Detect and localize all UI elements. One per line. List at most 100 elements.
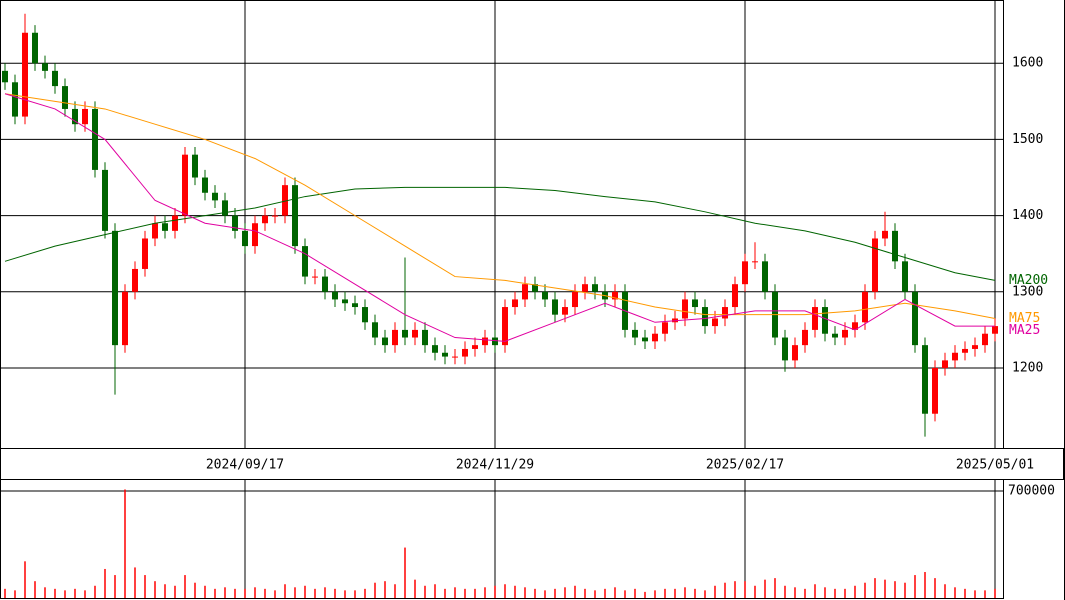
candle-body — [682, 299, 688, 319]
candle-body — [572, 291, 578, 308]
volume-bar — [194, 582, 196, 598]
candle-body — [442, 352, 448, 357]
candle-body — [142, 238, 148, 269]
volume-bar — [784, 585, 786, 598]
candle-body — [402, 329, 408, 338]
volume-bar — [744, 581, 746, 598]
volume-bar — [764, 579, 766, 598]
volume-bar — [624, 590, 626, 598]
volume-bar — [44, 587, 46, 598]
candle-body — [362, 307, 368, 323]
candle-body — [712, 318, 718, 327]
volume-bar — [24, 561, 26, 598]
volume-bar — [364, 588, 366, 598]
volume-bar — [84, 590, 86, 598]
volume-bar — [394, 584, 396, 598]
volume-bar — [424, 585, 426, 598]
volume-bar — [774, 578, 776, 598]
candle-body — [542, 291, 548, 300]
volume-bar — [464, 588, 466, 598]
candle-body — [732, 284, 738, 308]
volume-bar — [544, 590, 546, 598]
candle-body — [32, 32, 38, 64]
y-tick-label: 1400 — [1012, 208, 1043, 223]
volume-bar — [964, 588, 966, 598]
volume-bar — [74, 588, 76, 598]
candle-body — [262, 215, 268, 224]
candle-body — [62, 86, 68, 109]
volume-bar — [404, 547, 406, 598]
volume-bar — [694, 588, 696, 598]
candle-body — [372, 322, 378, 338]
volume-bar — [504, 584, 506, 598]
candle-body — [72, 108, 78, 125]
volume-bar — [524, 587, 526, 598]
candle-body — [952, 352, 958, 361]
candle-body — [872, 238, 878, 292]
y-tick-label: 1600 — [1012, 56, 1043, 71]
candle-body — [122, 291, 128, 346]
candle-body — [892, 230, 898, 262]
candle-body — [12, 82, 18, 117]
volume-bar — [834, 588, 836, 598]
volume-bar — [884, 579, 886, 598]
volume-bar — [494, 585, 496, 598]
candle-body — [582, 284, 588, 292]
candle-body — [382, 337, 388, 346]
volume-bar — [844, 588, 846, 598]
candle-body — [172, 215, 178, 231]
volume-bar — [814, 584, 816, 598]
volume-bar — [794, 587, 796, 598]
volume-bar — [304, 585, 306, 598]
volume-bar — [344, 590, 346, 598]
candle-body — [922, 345, 928, 414]
volume-bar — [244, 588, 246, 598]
volume-bar — [824, 587, 826, 598]
volume-bar — [914, 575, 916, 598]
y-tick-label: 700000 — [1008, 484, 1055, 499]
candle-body — [512, 299, 518, 308]
candle-body — [112, 230, 118, 346]
x-tick-label: 2024/11/29 — [456, 458, 534, 473]
volume-bar — [314, 588, 316, 598]
candle-body — [92, 108, 98, 170]
volume-bar — [174, 585, 176, 598]
volume-bar — [374, 582, 376, 598]
candle-body — [232, 215, 238, 231]
candle-body — [752, 261, 758, 263]
volume-bar — [854, 585, 856, 598]
candle-body — [82, 108, 88, 125]
volume-bar — [414, 579, 416, 598]
volume-bar — [264, 588, 266, 598]
candle-body — [462, 348, 468, 357]
candle-body — [472, 345, 478, 349]
volume-bar — [34, 581, 36, 598]
candle-body — [532, 284, 538, 292]
volume-bar — [734, 581, 736, 598]
volume-bar — [284, 584, 286, 598]
candle-body — [942, 360, 948, 368]
candle-body — [392, 329, 398, 346]
candle-body — [2, 70, 8, 83]
volume-bar — [354, 590, 356, 598]
volume-bar — [144, 575, 146, 598]
candle-body — [522, 284, 528, 300]
volume-bar — [894, 581, 896, 598]
volume-bar — [254, 587, 256, 598]
moving-average-line — [4, 93, 996, 319]
volume-bar — [924, 572, 926, 598]
volume-bar — [204, 585, 206, 598]
candle-body — [852, 322, 858, 330]
candle-body — [722, 307, 728, 319]
volume-bar — [554, 588, 556, 598]
candle-body — [982, 333, 988, 346]
candle-body — [322, 276, 328, 292]
legend-label: MA75 — [1009, 311, 1040, 326]
candle-body — [22, 32, 28, 117]
candle-body — [912, 291, 918, 346]
volume-bar — [154, 581, 156, 598]
candle-body — [702, 307, 708, 327]
candle-body — [162, 223, 168, 231]
volume-bar — [904, 582, 906, 598]
